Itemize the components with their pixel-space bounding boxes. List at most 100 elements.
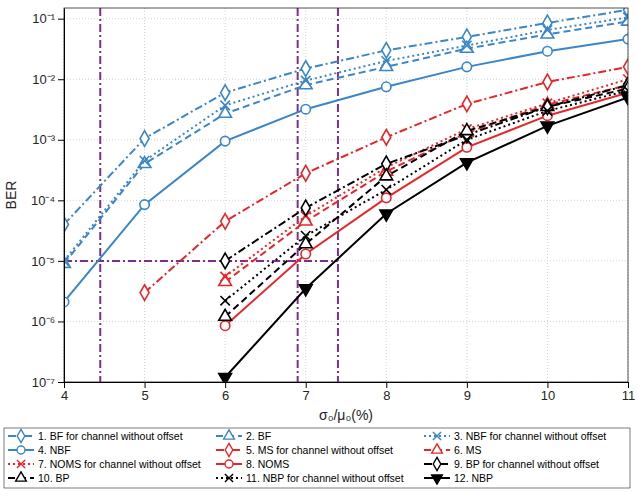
legend-marker — [16, 472, 27, 481]
grid-line-y — [64, 79, 628, 80]
legend-label: 3. NBF for channel without offset — [454, 430, 606, 442]
legend-label: 1. BF for channel without offset — [38, 430, 183, 442]
y-tick: 10⁻⁷ — [32, 375, 64, 390]
series-marker — [623, 13, 628, 22]
y-tick-mark — [58, 19, 64, 20]
x-axis-title: σ₀/μ₀(%) — [319, 407, 373, 423]
series-line — [225, 93, 628, 326]
grid-line-x — [547, 8, 548, 382]
series-marker — [624, 59, 628, 75]
x-tick: 6 — [222, 382, 229, 403]
series-marker — [140, 156, 149, 165]
y-tick: 10⁻² — [32, 72, 64, 87]
legend-marker — [433, 432, 441, 440]
x-tick: 7 — [303, 382, 310, 403]
series-marker — [220, 296, 229, 305]
legend-label: 6. MS — [454, 444, 481, 456]
y-tick-label: 10⁻⁴ — [31, 193, 55, 208]
series-marker — [461, 159, 474, 170]
series-marker — [541, 27, 554, 38]
grid-line-y — [64, 18, 628, 19]
legend-marker — [225, 443, 233, 456]
series-marker — [140, 131, 149, 147]
x-tick-label: 5 — [141, 388, 148, 403]
series — [219, 78, 628, 286]
legend-item: 11. NBP for channel without offset — [216, 472, 404, 484]
data — [64, 8, 628, 382]
series-marker — [299, 237, 312, 248]
legend-item: 6. MS — [424, 444, 481, 456]
y-tick-label: 10⁻² — [32, 72, 55, 87]
reference-vline — [337, 8, 339, 382]
series — [64, 34, 628, 306]
series-line — [145, 67, 628, 293]
legend-box — [4, 428, 630, 488]
y-tick-label: 10⁻³ — [32, 132, 55, 147]
series-marker — [462, 41, 471, 50]
series — [219, 94, 628, 382]
series-line — [225, 89, 628, 317]
legend-label: 12. NBP — [454, 472, 493, 484]
x-axis-line — [65, 382, 629, 383]
grid — [64, 8, 628, 382]
x-tick: 4 — [61, 382, 68, 403]
y-tick-label: 10⁻⁵ — [31, 254, 55, 269]
series-marker — [462, 96, 471, 112]
x-tick-mark — [628, 382, 629, 388]
series — [64, 13, 628, 266]
y-tick: 10⁻⁴ — [31, 193, 64, 208]
series-marker — [140, 200, 149, 209]
legend-label: 5. MS for channel without offset — [246, 444, 393, 456]
legend-item: 1. BF for channel without offset — [8, 429, 183, 442]
y-axis-title: BER — [3, 181, 19, 210]
legend-marker — [225, 460, 233, 468]
y-tick: 10⁻⁶ — [31, 314, 64, 329]
plot: 10⁻⁷10⁻⁶10⁻⁵10⁻⁴10⁻³10⁻²10⁻¹4567891011 — [31, 2, 635, 403]
x-tick-mark — [145, 382, 146, 388]
grid-line-y — [64, 321, 628, 322]
y-tick-label: 10⁻⁷ — [32, 375, 55, 390]
legend-label: 9. BP for channel without offset — [454, 458, 599, 470]
series-line — [225, 85, 628, 282]
series-marker — [301, 249, 310, 258]
plot-background — [64, 8, 628, 382]
x-tick: 8 — [383, 382, 390, 403]
y-tick-mark — [58, 261, 64, 262]
reference-vline — [99, 8, 101, 382]
series-marker — [543, 46, 552, 55]
plot-frame — [64, 8, 628, 382]
series-marker — [382, 129, 391, 145]
y-tick-label: 10⁻¹ — [32, 11, 55, 26]
series-marker — [221, 214, 230, 230]
series-marker — [301, 165, 310, 181]
y-tick: 10⁻³ — [32, 132, 64, 147]
x-tick-label: 6 — [222, 388, 229, 403]
y-tick-mark — [58, 79, 64, 80]
series-marker — [622, 94, 628, 105]
x-tick-label: 11 — [622, 388, 636, 403]
legend-item: 12. NBP — [424, 472, 493, 484]
series-line — [64, 21, 628, 263]
series-marker — [301, 76, 310, 85]
x-tick-mark — [306, 382, 307, 388]
series-marker — [382, 185, 391, 194]
series — [64, 8, 628, 232]
series-marker — [382, 82, 391, 91]
series-line — [64, 17, 628, 261]
legend-item: 8. NOMS — [216, 458, 289, 470]
series-marker — [382, 56, 391, 65]
x-tick-mark — [225, 382, 226, 388]
legend-marker — [224, 430, 235, 439]
x-tick-label: 9 — [464, 388, 471, 403]
x-tick-mark — [386, 382, 387, 388]
legend-marker — [432, 444, 443, 453]
series-marker — [382, 43, 391, 59]
series-marker — [543, 25, 552, 34]
series-marker — [220, 136, 229, 145]
series-marker — [543, 74, 552, 90]
series-marker — [301, 104, 310, 113]
y-tick-mark — [58, 382, 64, 383]
legend-item: 4. NBF — [8, 444, 71, 456]
x-tick-label: 8 — [383, 388, 390, 403]
legend-item: 3. NBF for channel without offset — [424, 430, 606, 442]
